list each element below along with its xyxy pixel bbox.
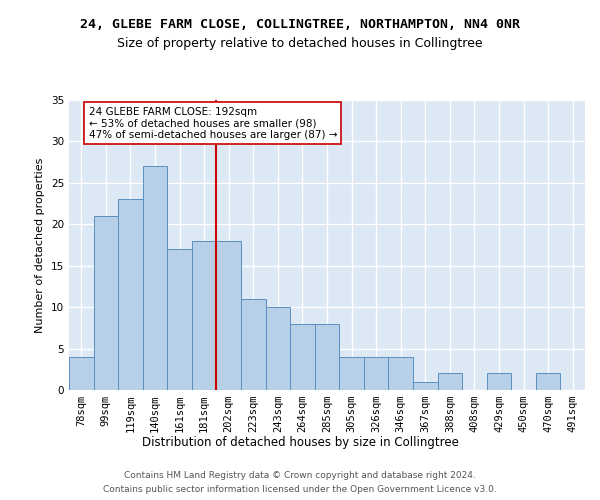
- Bar: [364, 357, 388, 390]
- Bar: [143, 166, 167, 390]
- Text: 24 GLEBE FARM CLOSE: 192sqm
← 53% of detached houses are smaller (98)
47% of sem: 24 GLEBE FARM CLOSE: 192sqm ← 53% of det…: [89, 106, 337, 140]
- Text: Size of property relative to detached houses in Collingtree: Size of property relative to detached ho…: [117, 38, 483, 51]
- Bar: [192, 241, 217, 390]
- Bar: [339, 357, 364, 390]
- Bar: [266, 307, 290, 390]
- Bar: [69, 357, 94, 390]
- Bar: [94, 216, 118, 390]
- Text: Distribution of detached houses by size in Collingtree: Distribution of detached houses by size …: [142, 436, 458, 449]
- Bar: [315, 324, 339, 390]
- Text: 24, GLEBE FARM CLOSE, COLLINGTREE, NORTHAMPTON, NN4 0NR: 24, GLEBE FARM CLOSE, COLLINGTREE, NORTH…: [80, 18, 520, 30]
- Bar: [167, 249, 192, 390]
- Text: Contains public sector information licensed under the Open Government Licence v3: Contains public sector information licen…: [103, 484, 497, 494]
- Bar: [388, 357, 413, 390]
- Bar: [413, 382, 437, 390]
- Text: Contains HM Land Registry data © Crown copyright and database right 2024.: Contains HM Land Registry data © Crown c…: [124, 472, 476, 480]
- Y-axis label: Number of detached properties: Number of detached properties: [35, 158, 46, 332]
- Bar: [290, 324, 315, 390]
- Bar: [536, 374, 560, 390]
- Bar: [241, 299, 266, 390]
- Bar: [487, 374, 511, 390]
- Bar: [217, 241, 241, 390]
- Bar: [437, 374, 462, 390]
- Bar: [118, 200, 143, 390]
